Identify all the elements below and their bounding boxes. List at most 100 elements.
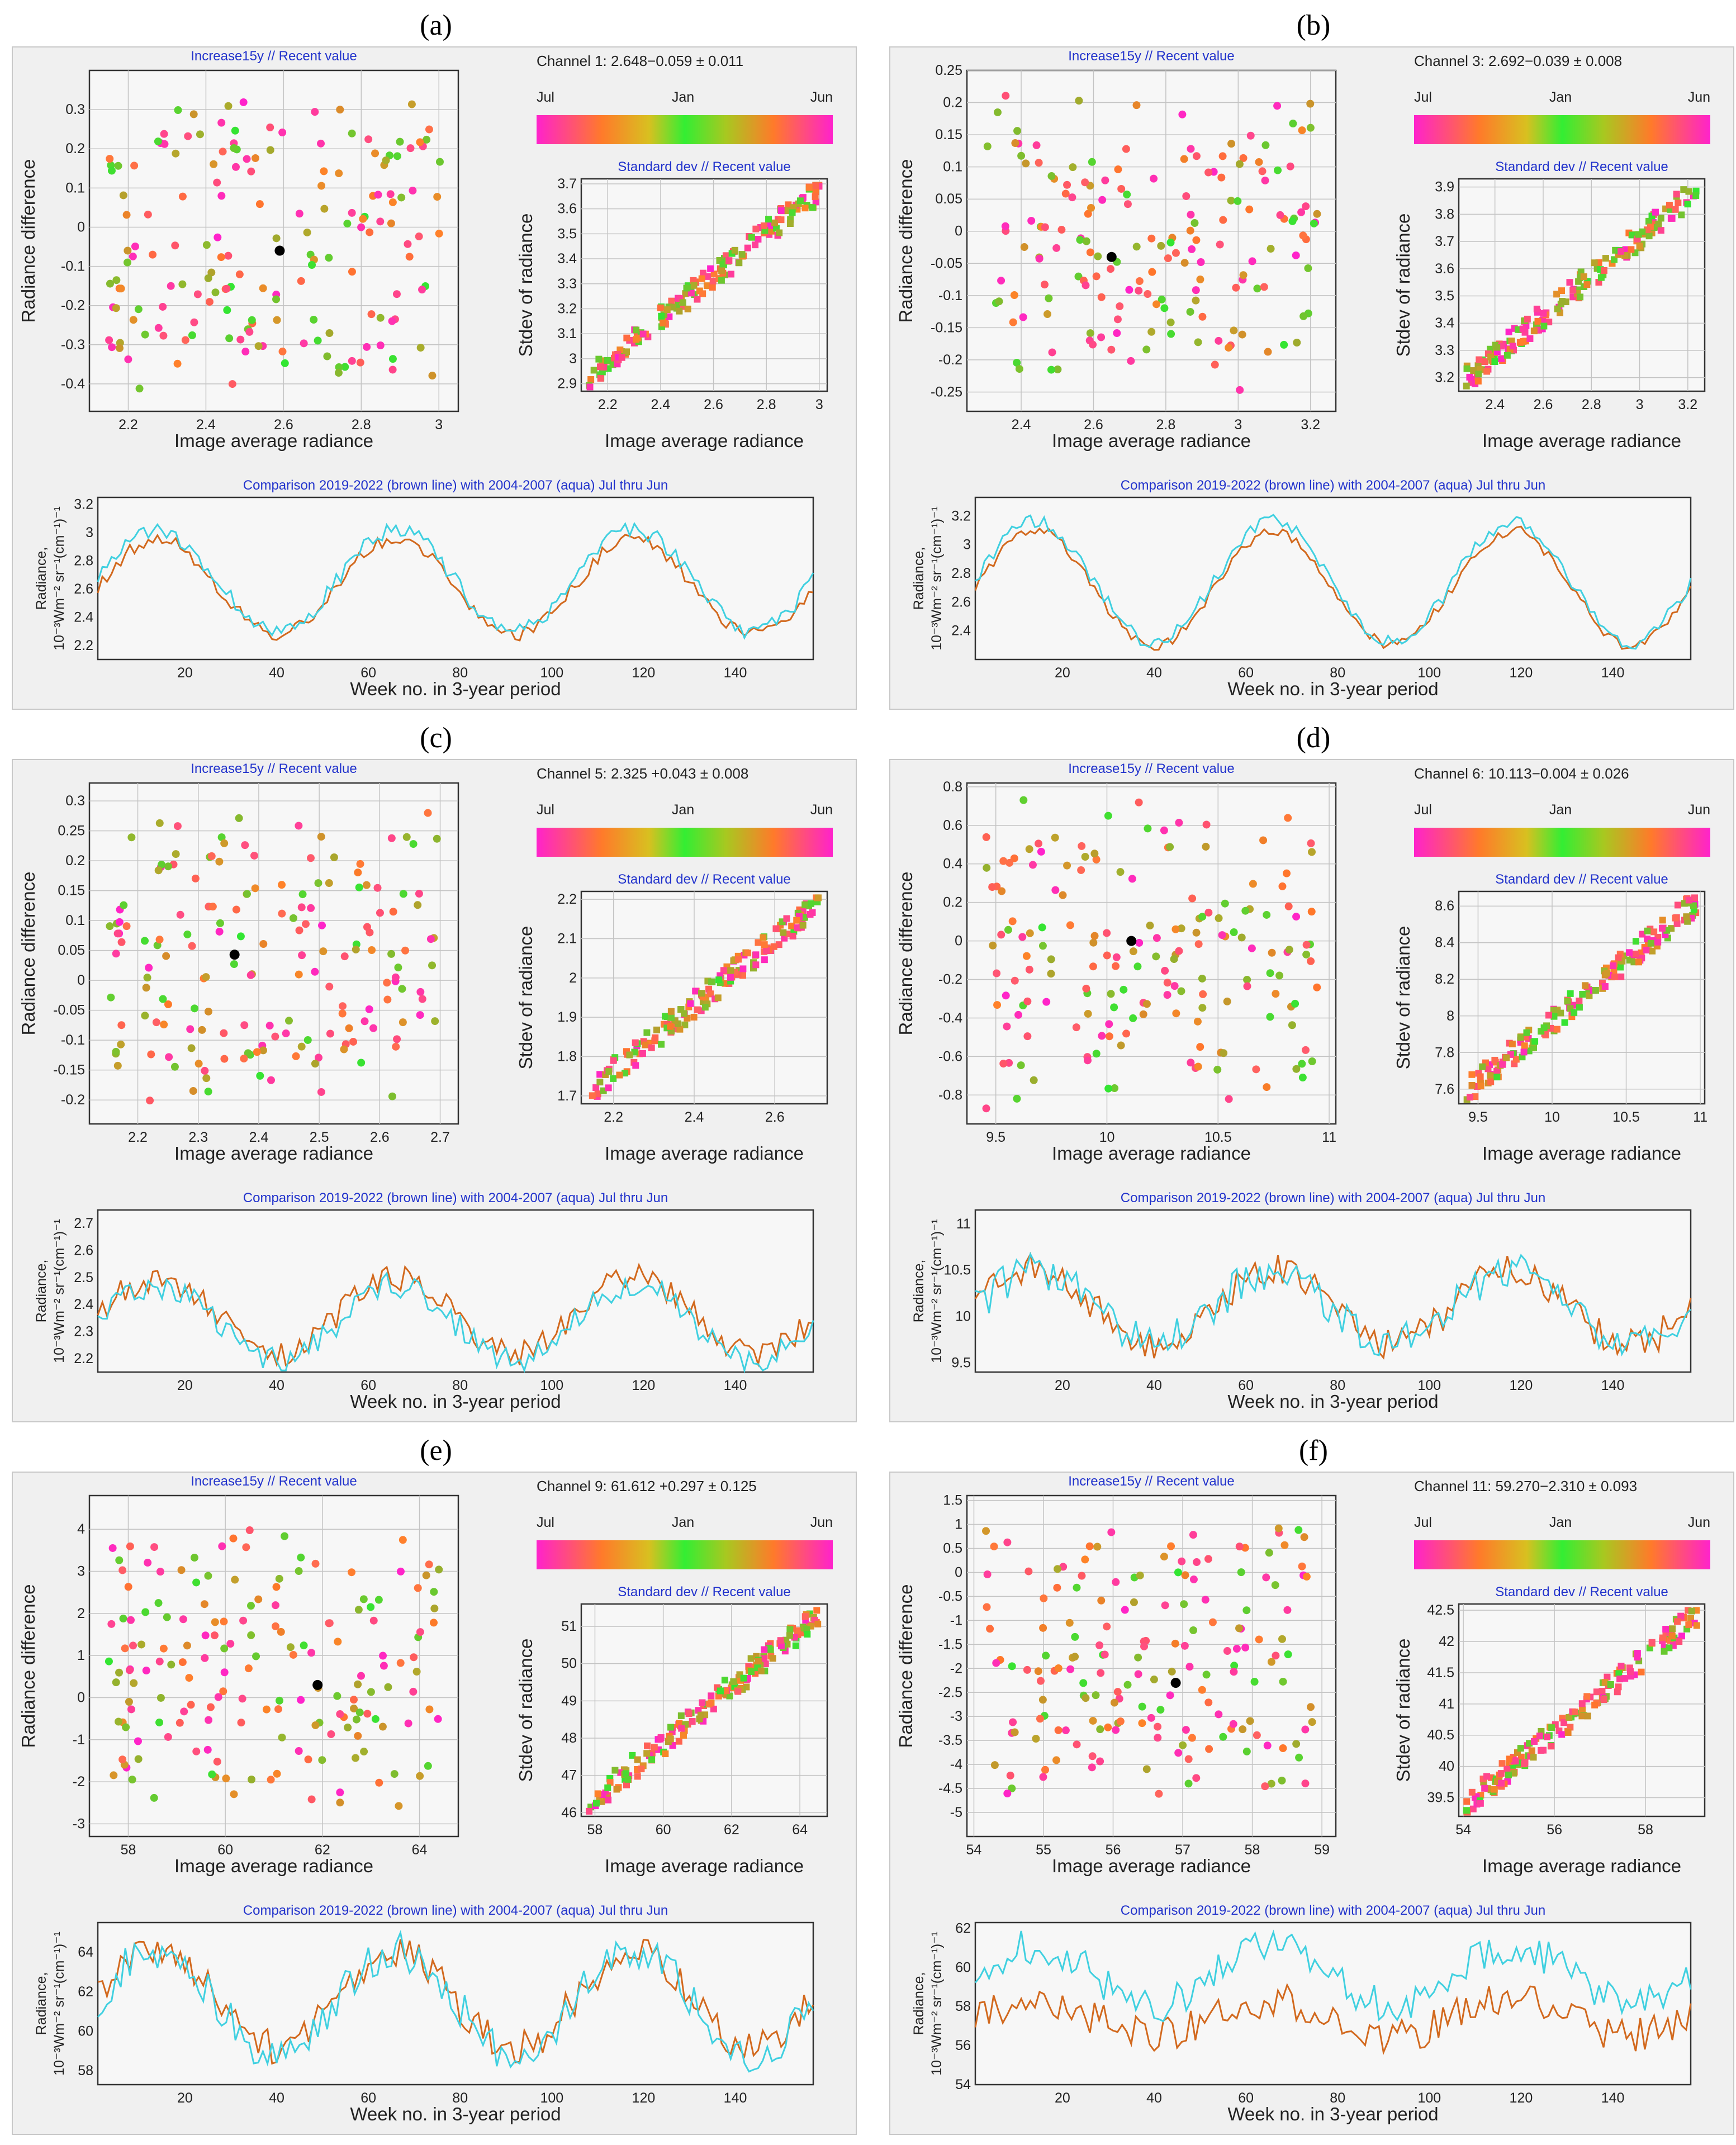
stdev-point bbox=[1618, 248, 1625, 255]
series-line-historic bbox=[975, 514, 1692, 650]
stdev-point bbox=[1477, 1083, 1484, 1090]
difference-point bbox=[992, 1659, 1000, 1667]
difference-point bbox=[159, 302, 167, 311]
difference-point bbox=[1032, 1735, 1040, 1743]
stdev-plot-x-tick-label: 3 bbox=[815, 397, 823, 412]
difference-point bbox=[1278, 1776, 1286, 1785]
stdev-plot-x-tick-label: 2.6 bbox=[704, 397, 723, 412]
difference-point bbox=[155, 1657, 164, 1665]
stdev-point bbox=[1668, 1633, 1676, 1640]
difference-point bbox=[365, 1005, 373, 1013]
difference-point bbox=[163, 1613, 171, 1621]
difference-point bbox=[414, 1584, 422, 1592]
difference-point bbox=[165, 1053, 173, 1061]
difference-point bbox=[1204, 1555, 1212, 1563]
difference-point bbox=[1076, 236, 1084, 244]
difference-point bbox=[295, 970, 303, 979]
stdev-point bbox=[708, 1692, 715, 1700]
difference-point bbox=[106, 155, 114, 163]
difference-point bbox=[430, 1604, 439, 1612]
stdev-point bbox=[592, 1800, 600, 1807]
comparison-plot-x-tick-label: 20 bbox=[1055, 665, 1070, 681]
stdev-point bbox=[622, 1070, 629, 1077]
recent-value-point bbox=[274, 245, 285, 256]
difference-point bbox=[201, 1066, 209, 1075]
stdev-point bbox=[662, 1013, 669, 1020]
difference-point bbox=[149, 250, 157, 259]
difference-point bbox=[254, 1595, 263, 1603]
difference-point bbox=[1202, 820, 1211, 829]
difference-point bbox=[1041, 1766, 1050, 1774]
difference-point bbox=[1014, 1010, 1023, 1019]
difference-point bbox=[352, 945, 360, 953]
difference-plot-x-tick-label: 2.4 bbox=[196, 417, 216, 433]
difference-point bbox=[1035, 159, 1043, 167]
comparison-plot-x-tick-label: 60 bbox=[361, 2090, 376, 2106]
comparison-x-label: Week no. in 3-year period bbox=[1227, 2104, 1438, 2124]
difference-point bbox=[1192, 928, 1201, 937]
stdev-point bbox=[680, 1731, 687, 1739]
stdev-point bbox=[648, 1756, 656, 1763]
stdev-plot-y-tick-label: 41 bbox=[1439, 1696, 1454, 1712]
difference-y-label: Radiance difference bbox=[18, 159, 39, 323]
panel-label: (d) bbox=[1297, 722, 1331, 754]
difference-point bbox=[272, 1583, 281, 1591]
series-line-recent bbox=[97, 1263, 814, 1368]
difference-point bbox=[214, 1693, 222, 1701]
stdev-point bbox=[616, 1071, 623, 1079]
difference-point bbox=[1223, 1647, 1231, 1655]
difference-point bbox=[134, 1755, 143, 1763]
difference-point bbox=[1120, 985, 1128, 994]
difference-point bbox=[1097, 333, 1106, 341]
stdev-plot-x-tick-label: 9.5 bbox=[1468, 1109, 1488, 1125]
difference-point bbox=[1104, 812, 1112, 820]
difference-plot-x-tick-label: 57 bbox=[1175, 1842, 1190, 1858]
difference-point bbox=[1253, 1731, 1261, 1739]
stdev-point bbox=[760, 222, 767, 230]
stdev-point bbox=[721, 1677, 728, 1684]
stdev-point bbox=[1658, 924, 1666, 932]
stdev-point bbox=[596, 1079, 604, 1086]
difference-plot-y-tick-label: 0.15 bbox=[58, 883, 85, 899]
stdev-point bbox=[761, 1646, 768, 1653]
difference-point bbox=[1132, 243, 1141, 251]
difference-point bbox=[1003, 1022, 1011, 1031]
difference-point bbox=[1135, 798, 1143, 806]
stdev-point bbox=[1498, 1779, 1505, 1787]
comparison-title: Comparison 2019-2022 (brown line) with 2… bbox=[243, 478, 668, 493]
difference-point bbox=[1266, 969, 1274, 977]
difference-point bbox=[231, 126, 239, 135]
comparison-x-label: Week no. in 3-year period bbox=[350, 2104, 561, 2124]
difference-point bbox=[201, 1631, 210, 1640]
stdev-point bbox=[595, 355, 603, 363]
stdev-point bbox=[748, 234, 755, 241]
stdev-title: Standard dev // Recent value bbox=[1495, 1584, 1668, 1600]
stdev-point bbox=[777, 1637, 784, 1644]
difference-point bbox=[297, 1696, 305, 1704]
stdev-point bbox=[1627, 1668, 1634, 1675]
difference-point bbox=[1180, 155, 1188, 163]
difference-point bbox=[124, 1583, 132, 1591]
difference-point bbox=[278, 881, 286, 889]
difference-point bbox=[1188, 1734, 1196, 1742]
difference-point bbox=[1013, 359, 1021, 367]
difference-point bbox=[435, 229, 443, 238]
difference-point bbox=[237, 1719, 245, 1727]
difference-point bbox=[1147, 1714, 1155, 1722]
comparison-plot-y-tick-label: 64 bbox=[78, 1944, 93, 1960]
difference-point bbox=[1308, 848, 1316, 856]
stdev-point bbox=[679, 299, 686, 306]
difference-plot-frame bbox=[966, 1494, 1337, 1838]
panel-label: (a) bbox=[420, 10, 452, 41]
difference-point bbox=[301, 920, 310, 928]
difference-point bbox=[262, 1705, 271, 1714]
difference-point bbox=[1307, 957, 1315, 965]
stdev-plot-x-tick-label: 2.2 bbox=[604, 1109, 623, 1125]
difference-point bbox=[112, 950, 120, 958]
stdev-point bbox=[1610, 962, 1617, 970]
stdev-point bbox=[744, 950, 751, 957]
difference-point bbox=[1116, 302, 1124, 310]
stdev-point bbox=[726, 1692, 733, 1700]
stdev-plot-y-tick-label: 3.5 bbox=[1435, 288, 1454, 303]
